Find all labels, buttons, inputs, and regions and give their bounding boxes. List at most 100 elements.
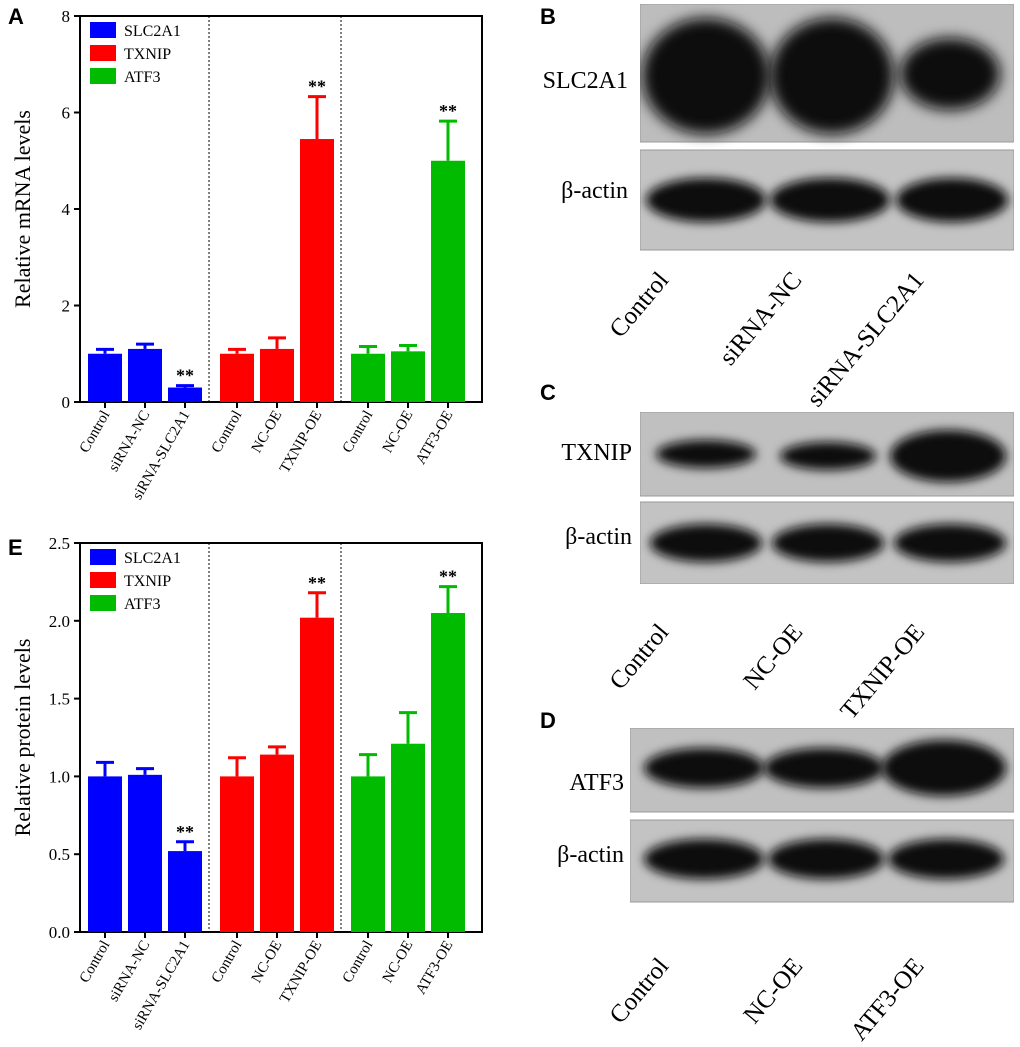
blot-c-actin-label: β-actin: [565, 524, 632, 550]
blot-c-lane-3: TXNIP-OE: [835, 619, 930, 725]
blot-b-actin-label: β-actin: [561, 178, 628, 204]
legend-swatch: [90, 68, 116, 84]
legend-label: ATF3: [124, 69, 160, 86]
bar: [391, 351, 425, 402]
blot-d-lane-2: NC-OE: [738, 953, 808, 1029]
blot-b-lane-3: siRNA-SLC2A1: [802, 267, 930, 413]
y-axis-label: Relative mRNA levels: [10, 110, 35, 308]
significance-label: **: [439, 101, 457, 121]
bar: [351, 776, 385, 932]
legend-swatch: [90, 549, 116, 565]
x-tick-label: NC-OE: [380, 938, 417, 986]
panel-letter-b: B: [540, 4, 556, 29]
band: [656, 440, 756, 468]
y-tick-label: 1.5: [49, 690, 70, 709]
bar: [88, 353, 122, 402]
band: [890, 430, 1006, 482]
blot-b-row-label: SLC2A1: [542, 68, 628, 94]
bar: [260, 754, 294, 932]
significance-label: **: [176, 366, 194, 386]
y-tick-label: 2.5: [49, 534, 70, 553]
bar: [128, 774, 162, 932]
legend-swatch: [90, 595, 116, 611]
bar: [431, 613, 465, 932]
y-tick-label: 8: [62, 7, 71, 26]
chart-e-protein: 0.0 0.5 1.0 1.5 2.0 2.5 Relative protein level…: [10, 534, 483, 1033]
bar: [220, 776, 254, 932]
bar: [220, 353, 254, 402]
band: [772, 524, 884, 562]
y-tick-label: 2.0: [49, 612, 70, 631]
blot-b-lane-2: siRNA-NC: [714, 267, 808, 371]
bar: [300, 139, 334, 402]
bar: [351, 353, 385, 402]
x-tick-label: TXNIP-OE: [277, 408, 325, 476]
band: [882, 740, 1006, 796]
y-axis-label: Relative protein levels: [10, 639, 35, 837]
y-tick-label: 4: [62, 200, 71, 219]
legend-label: ATF3: [124, 596, 160, 613]
panel-letter-e: E: [8, 535, 23, 560]
significance-label: **: [308, 77, 326, 97]
blot-d-actin-label: β-actin: [557, 842, 624, 868]
y-tick-label: 6: [62, 104, 71, 123]
blot-c-lane-1: Control: [604, 619, 674, 695]
panel-letter-d: D: [540, 708, 556, 733]
blot-d-lane-1: Control: [604, 953, 674, 1029]
band: [894, 524, 1006, 562]
band: [768, 839, 884, 879]
band: [644, 748, 764, 788]
legend-label: SLC2A1: [124, 23, 181, 40]
band: [770, 178, 890, 222]
x-tick-label: Control: [209, 408, 246, 456]
bar: [300, 617, 334, 932]
x-tick-label: TXNIP-OE: [277, 938, 325, 1006]
significance-label: **: [308, 573, 326, 593]
legend-label: TXNIP: [124, 46, 171, 63]
band: [780, 442, 876, 470]
x-tick-label: Control: [340, 408, 377, 456]
panel-letter-a: A: [8, 4, 24, 29]
band: [764, 748, 884, 788]
y-tick-label: 0.5: [49, 845, 70, 864]
legend-swatch: [90, 22, 116, 38]
significance-label: **: [439, 567, 457, 587]
band: [770, 18, 894, 134]
bar: [391, 743, 425, 932]
y-tick-label: 0: [62, 393, 71, 412]
x-tick-label: Control: [77, 408, 114, 456]
x-tick-label: Control: [209, 938, 246, 986]
legend-label: TXNIP: [124, 573, 171, 590]
blot-d-image: [630, 728, 1014, 903]
blot-c-row-label: TXNIP: [561, 440, 632, 466]
bar: [431, 160, 465, 402]
blot-d-row-label: ATF3: [569, 770, 624, 796]
blot-b-image: [640, 4, 1014, 251]
x-tick-label: Control: [340, 938, 377, 986]
band: [900, 38, 1000, 110]
band: [644, 839, 764, 879]
y-tick-label: 2: [62, 297, 71, 316]
y-tick-label: 0.0: [49, 923, 70, 942]
bar: [88, 776, 122, 932]
bar: [168, 851, 202, 932]
blot-b-lane-1: Control: [604, 267, 674, 343]
x-tick-label: Control: [77, 938, 114, 986]
x-tick-label: NC-OE: [249, 408, 286, 456]
x-tick-label: NC-OE: [380, 408, 417, 456]
bar: [168, 387, 202, 402]
significance-label: **: [176, 822, 194, 842]
band: [650, 524, 762, 562]
panel-letter-c: C: [540, 380, 556, 405]
legend-swatch: [90, 572, 116, 588]
legend-label: SLC2A1: [124, 550, 181, 567]
bar: [260, 348, 294, 402]
legend-swatch: [90, 45, 116, 61]
x-tick-label: ATF3-OE: [413, 408, 456, 467]
blot-c-lane-2: NC-OE: [738, 619, 808, 695]
y-tick-label: 1.0: [49, 767, 70, 786]
band: [896, 178, 1008, 222]
band: [888, 839, 1004, 879]
x-tick-label: ATF3-OE: [413, 938, 456, 997]
